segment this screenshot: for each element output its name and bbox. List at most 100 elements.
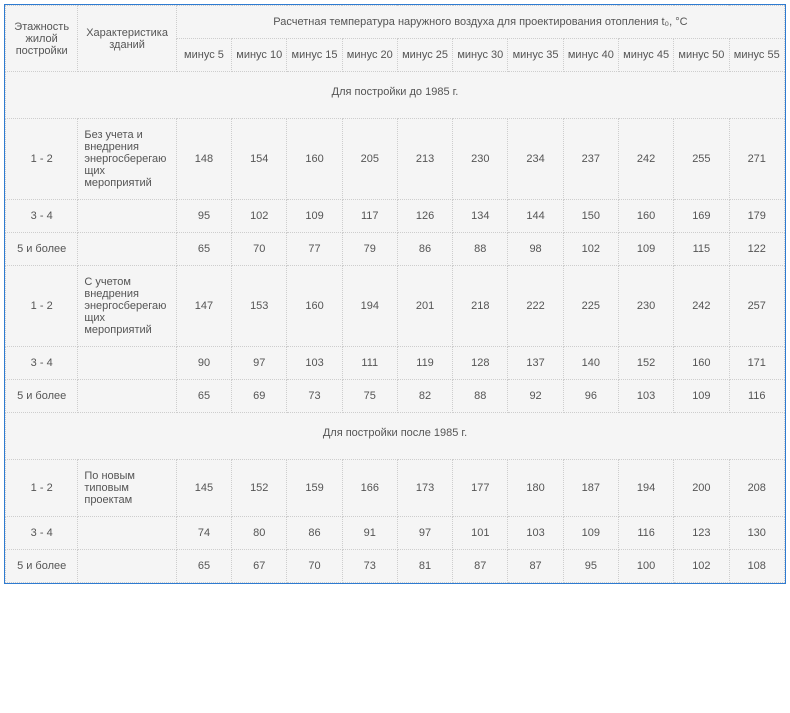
cell-value: 65 [176, 380, 231, 413]
cell-value: 101 [453, 517, 508, 550]
cell-value: 103 [287, 347, 342, 380]
section-row: Для постройки до 1985 г. [6, 72, 785, 119]
header-temp: минус 35 [508, 39, 563, 72]
table-row: 3 - 4 74 80 86 91 97 101 103 109 116 123… [6, 517, 785, 550]
cell-value: 97 [232, 347, 287, 380]
cell-value: 205 [342, 119, 397, 200]
cell-value: 73 [287, 380, 342, 413]
table-row: 5 и более 65 69 73 75 82 88 92 96 103 10… [6, 380, 785, 413]
cell-value: 180 [508, 460, 563, 517]
header-temp: минус 20 [342, 39, 397, 72]
table-row: 3 - 4 90 97 103 111 119 128 137 140 152 … [6, 347, 785, 380]
cell-value: 65 [176, 233, 231, 266]
cell-value: 88 [453, 233, 508, 266]
cell-value: 147 [176, 266, 231, 347]
header-temperature-group: Расчетная температура наружного воздуха … [176, 6, 784, 39]
cell-value: 208 [729, 460, 785, 517]
cell-value: 88 [453, 380, 508, 413]
cell-value: 130 [729, 517, 785, 550]
cell-value: 271 [729, 119, 785, 200]
section-title: Для постройки после 1985 г. [6, 413, 785, 460]
cell-value: 222 [508, 266, 563, 347]
cell-floors: 3 - 4 [6, 347, 78, 380]
cell-value: 116 [729, 380, 785, 413]
cell-characteristic [78, 380, 176, 413]
cell-floors: 1 - 2 [6, 266, 78, 347]
cell-value: 95 [176, 200, 231, 233]
cell-value: 234 [508, 119, 563, 200]
cell-value: 87 [508, 550, 563, 583]
cell-floors: 3 - 4 [6, 200, 78, 233]
cell-value: 160 [674, 347, 729, 380]
cell-value: 257 [729, 266, 785, 347]
cell-floors: 5 и более [6, 233, 78, 266]
header-temp: минус 15 [287, 39, 342, 72]
cell-value: 230 [453, 119, 508, 200]
cell-value: 91 [342, 517, 397, 550]
cell-value: 82 [397, 380, 452, 413]
cell-value: 213 [397, 119, 452, 200]
header-temp: минус 45 [618, 39, 673, 72]
cell-characteristic [78, 200, 176, 233]
cell-floors: 1 - 2 [6, 460, 78, 517]
cell-characteristic [78, 517, 176, 550]
cell-floors: 3 - 4 [6, 517, 78, 550]
cell-value: 90 [176, 347, 231, 380]
cell-value: 69 [232, 380, 287, 413]
cell-value: 225 [563, 266, 618, 347]
table-row: 5 и более 65 67 70 73 81 87 87 95 100 10… [6, 550, 785, 583]
cell-value: 173 [397, 460, 452, 517]
table-row: 1 - 2 С учетом внедрения энергосберегающ… [6, 266, 785, 347]
cell-value: 154 [232, 119, 287, 200]
cell-value: 79 [342, 233, 397, 266]
cell-value: 134 [453, 200, 508, 233]
header-temp: минус 10 [232, 39, 287, 72]
cell-value: 115 [674, 233, 729, 266]
table-frame: Этажность жилой постройки Характеристика… [4, 4, 786, 584]
cell-value: 126 [397, 200, 452, 233]
cell-characteristic: Без учета и внедрения энергосберегающих … [78, 119, 176, 200]
cell-value: 116 [618, 517, 673, 550]
cell-characteristic [78, 233, 176, 266]
header-characteristic: Характеристика зданий [78, 6, 176, 72]
cell-value: 74 [176, 517, 231, 550]
cell-floors: 1 - 2 [6, 119, 78, 200]
section-title: Для постройки до 1985 г. [6, 72, 785, 119]
cell-value: 111 [342, 347, 397, 380]
cell-value: 159 [287, 460, 342, 517]
header-temp: минус 30 [453, 39, 508, 72]
cell-value: 102 [674, 550, 729, 583]
cell-value: 86 [287, 517, 342, 550]
cell-value: 95 [563, 550, 618, 583]
header-temp: минус 55 [729, 39, 785, 72]
cell-value: 70 [232, 233, 287, 266]
cell-value: 97 [397, 517, 452, 550]
cell-value: 169 [674, 200, 729, 233]
cell-value: 81 [397, 550, 452, 583]
cell-value: 242 [674, 266, 729, 347]
cell-characteristic [78, 550, 176, 583]
table-row: 5 и более 65 70 77 79 86 88 98 102 109 1… [6, 233, 785, 266]
cell-value: 92 [508, 380, 563, 413]
cell-value: 108 [729, 550, 785, 583]
header-floors: Этажность жилой постройки [6, 6, 78, 72]
cell-value: 200 [674, 460, 729, 517]
table-row: 1 - 2 По новым типовым проектам 145 152 … [6, 460, 785, 517]
cell-value: 77 [287, 233, 342, 266]
cell-value: 160 [287, 119, 342, 200]
cell-value: 194 [618, 460, 673, 517]
cell-value: 65 [176, 550, 231, 583]
header-temp: минус 25 [397, 39, 452, 72]
cell-value: 255 [674, 119, 729, 200]
cell-value: 98 [508, 233, 563, 266]
table-row: 3 - 4 95 102 109 117 126 134 144 150 160… [6, 200, 785, 233]
header-temp: минус 50 [674, 39, 729, 72]
cell-value: 102 [232, 200, 287, 233]
cell-value: 103 [618, 380, 673, 413]
cell-value: 103 [508, 517, 563, 550]
cell-value: 119 [397, 347, 452, 380]
cell-value: 86 [397, 233, 452, 266]
table-header: Этажность жилой постройки Характеристика… [6, 6, 785, 72]
cell-value: 194 [342, 266, 397, 347]
cell-value: 109 [563, 517, 618, 550]
